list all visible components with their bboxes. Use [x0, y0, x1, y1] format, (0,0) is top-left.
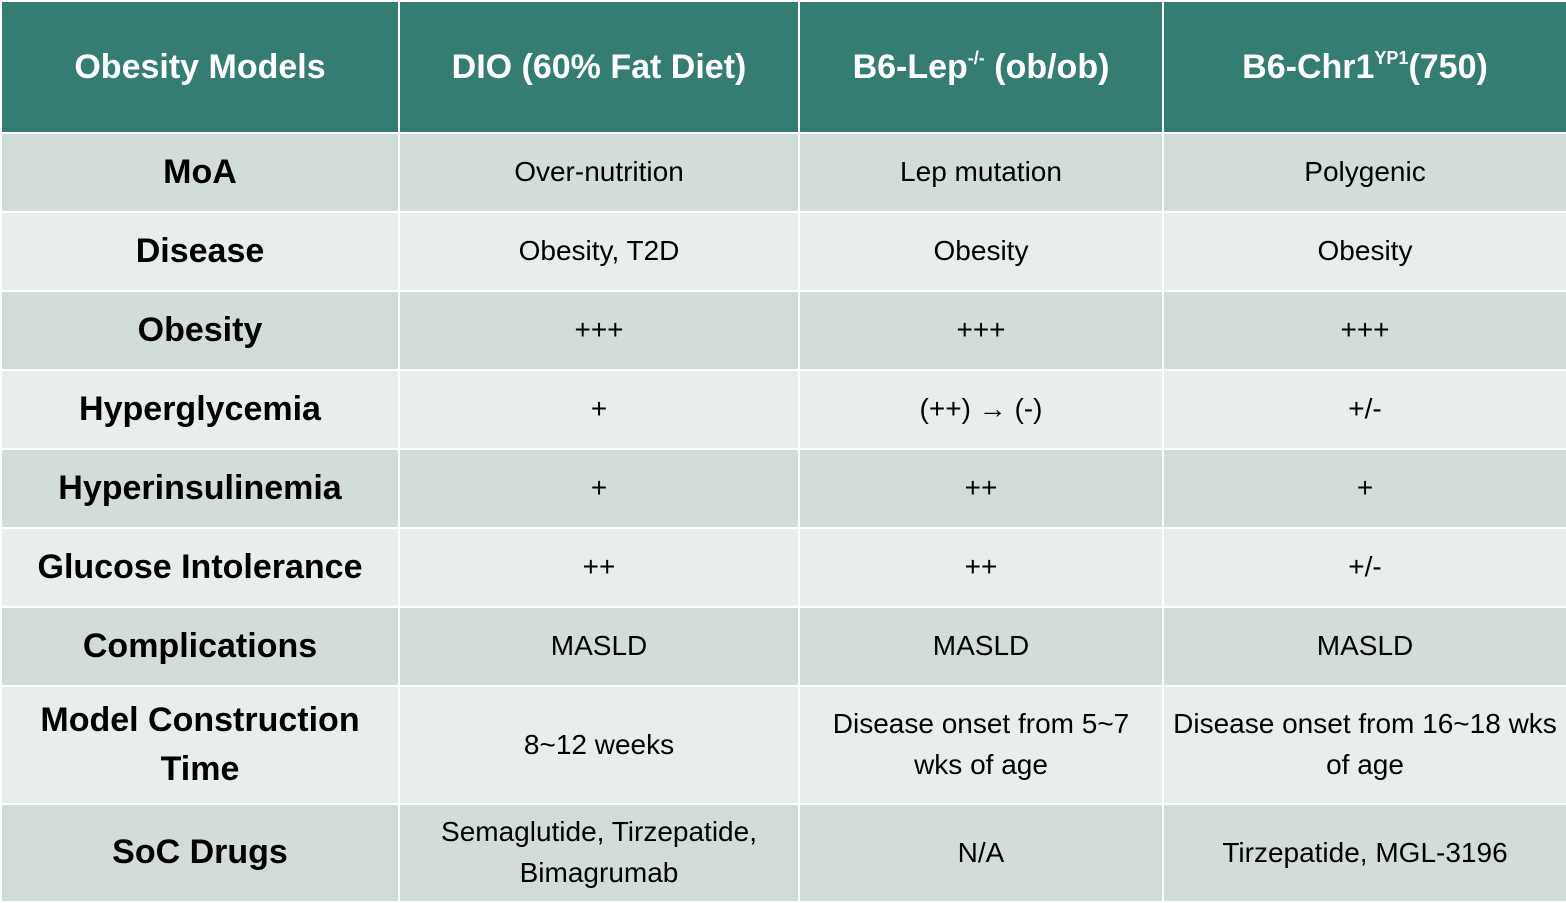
table-cell: +/-	[1162, 527, 1566, 608]
header-dio: DIO (60% Fat Diet)	[398, 0, 800, 134]
table-cell: +/-	[1162, 369, 1566, 450]
table-cell: Obesity	[1162, 211, 1566, 292]
row-label-complications: Complications	[0, 606, 400, 687]
header-col3-sup: -/-	[967, 47, 985, 68]
table-row: Model Construction Time 8~12 weeks Disea…	[0, 685, 1566, 805]
row-label-obesity: Obesity	[0, 290, 400, 371]
table-cell: ++	[798, 527, 1164, 608]
table-row: Hyperinsulinemia + ++ +	[0, 448, 1566, 529]
table-cell: Tirzepatide, MGL-3196	[1162, 803, 1566, 903]
table-cell: +++	[798, 290, 1164, 371]
table-cell: Obesity, T2D	[398, 211, 800, 292]
row-label-hyperglycemia: Hyperglycemia	[0, 369, 400, 450]
table-row: MoA Over-nutrition Lep mutation Polygeni…	[0, 132, 1566, 213]
header-col4-base: B6-Chr1	[1242, 47, 1375, 86]
table-cell: ++	[398, 527, 800, 608]
table-row: Glucose Intolerance ++ ++ +/-	[0, 527, 1566, 608]
header-chr1-yp1: B6-Chr1YP1(750)	[1162, 0, 1566, 134]
table-row: Hyperglycemia + (++) → (-) +/-	[0, 369, 1566, 450]
table-cell: +	[1162, 448, 1566, 529]
table-cell: Polygenic	[1162, 132, 1566, 213]
table-row: Obesity +++ +++ +++	[0, 290, 1566, 371]
table-cell: MASLD	[1162, 606, 1566, 687]
header-col1-text: Obesity Models	[74, 47, 326, 86]
table-cell: Obesity	[798, 211, 1164, 292]
header-obesity-models: Obesity Models	[0, 0, 400, 134]
table-cell: Semaglutide, Tirzepatide, Bimagrumab	[398, 803, 800, 903]
table-cell: N/A	[798, 803, 1164, 903]
row-label-hyperinsulinemia: Hyperinsulinemia	[0, 448, 400, 529]
row-label-glucose-intolerance: Glucose Intolerance	[0, 527, 400, 608]
table-cell: 8~12 weeks	[398, 685, 800, 805]
header-row: Obesity Models DIO (60% Fat Diet) B6-Lep…	[0, 0, 1566, 134]
header-col4-sup: YP1	[1374, 47, 1409, 68]
table-cell: Over-nutrition	[398, 132, 800, 213]
row-label-moa: MoA	[0, 132, 400, 213]
row-label-soc-drugs: SoC Drugs	[0, 803, 400, 903]
table-cell: Disease onset from 5~7 wks of age	[798, 685, 1164, 805]
header-col4-suffix: (750)	[1408, 47, 1488, 86]
table-cell: +	[398, 448, 800, 529]
header-col2-text: DIO (60% Fat Diet)	[451, 47, 747, 86]
table-cell: MASLD	[798, 606, 1164, 687]
table-row: Disease Obesity, T2D Obesity Obesity	[0, 211, 1566, 292]
table-cell: Lep mutation	[798, 132, 1164, 213]
table-cell: +++	[1162, 290, 1566, 371]
table-cell: MASLD	[398, 606, 800, 687]
table-cell: +++	[398, 290, 800, 371]
table-row: SoC Drugs Semaglutide, Tirzepatide, Bima…	[0, 803, 1566, 903]
table-cell: Disease onset from 16~18 wks of age	[1162, 685, 1566, 805]
header-col3-suffix: (ob/ob)	[984, 47, 1110, 86]
header-col3-base: B6-Lep	[852, 47, 968, 86]
header-ob-ob: B6-Lep-/- (ob/ob)	[798, 0, 1164, 134]
table-row: Complications MASLD MASLD MASLD	[0, 606, 1566, 687]
table-cell: +	[398, 369, 800, 450]
row-label-disease: Disease	[0, 211, 400, 292]
table-cell: ++	[798, 448, 1164, 529]
table-cell: (++) → (-)	[798, 369, 1164, 450]
row-label-model-construction-time: Model Construction Time	[0, 685, 400, 805]
